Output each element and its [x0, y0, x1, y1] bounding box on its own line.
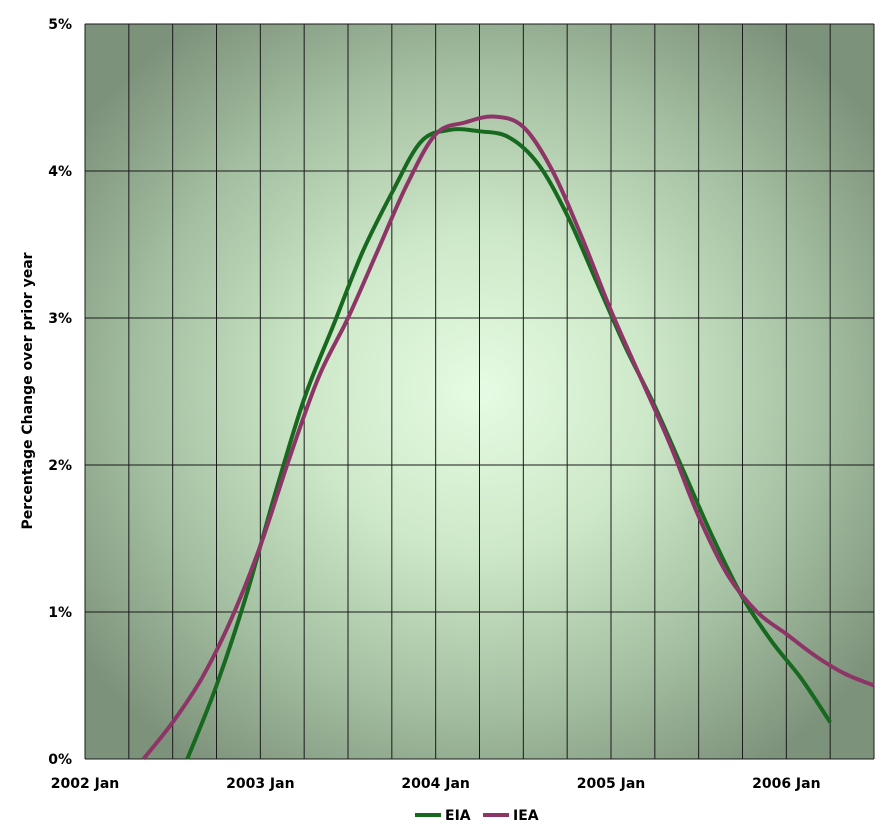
legend-label: IEA [513, 808, 539, 824]
series-lines [141, 114, 875, 761]
x-tick-label: 2004 Jan [401, 776, 469, 792]
y-tick-label: 3% [48, 311, 72, 327]
legend-item-iea: IEA [483, 808, 539, 824]
x-tick-label: 2003 Jan [226, 776, 294, 792]
x-tick-label: 2002 Jan [51, 776, 119, 792]
vertical-gridlines [84, 24, 875, 759]
x-tick-label: 2006 Jan [752, 776, 820, 792]
legend: EIA IEA [415, 808, 539, 824]
y-axis-ticks: 0% 1% 2% 3% 4% 5% [48, 17, 72, 768]
y-axis-title: Percentage Change over prior year [20, 252, 36, 529]
horizontal-gridlines [85, 23, 874, 760]
series-line-iea [141, 114, 875, 761]
series-line-eia [185, 127, 832, 760]
legend-item-eia: EIA [415, 808, 471, 824]
legend-label: EIA [445, 808, 471, 824]
y-tick-label: 2% [48, 458, 72, 474]
y-tick-label: 4% [48, 164, 72, 180]
y-tick-label: 0% [48, 752, 72, 768]
y-tick-label: 5% [48, 17, 72, 33]
x-tick-label: 2005 Jan [577, 776, 645, 792]
y-tick-label: 1% [48, 605, 72, 621]
x-axis-ticks: 2002 Jan 2003 Jan 2004 Jan 2005 Jan 2006 Jan [51, 776, 821, 792]
